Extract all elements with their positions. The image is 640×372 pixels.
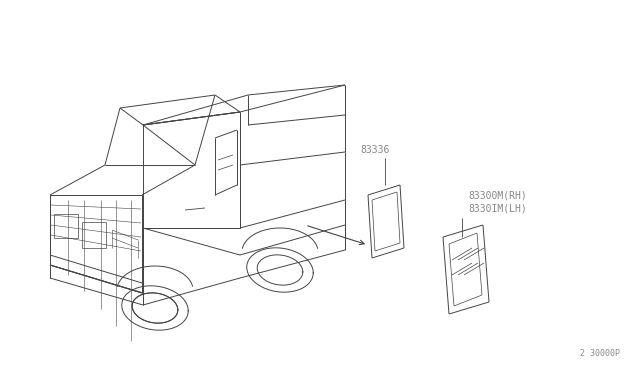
Text: 83336: 83336: [360, 145, 389, 155]
Text: 8330IM(LH): 8330IM(LH): [468, 203, 527, 213]
Text: 2 30000P: 2 30000P: [580, 349, 620, 358]
Text: 83300M(RH): 83300M(RH): [468, 190, 527, 200]
